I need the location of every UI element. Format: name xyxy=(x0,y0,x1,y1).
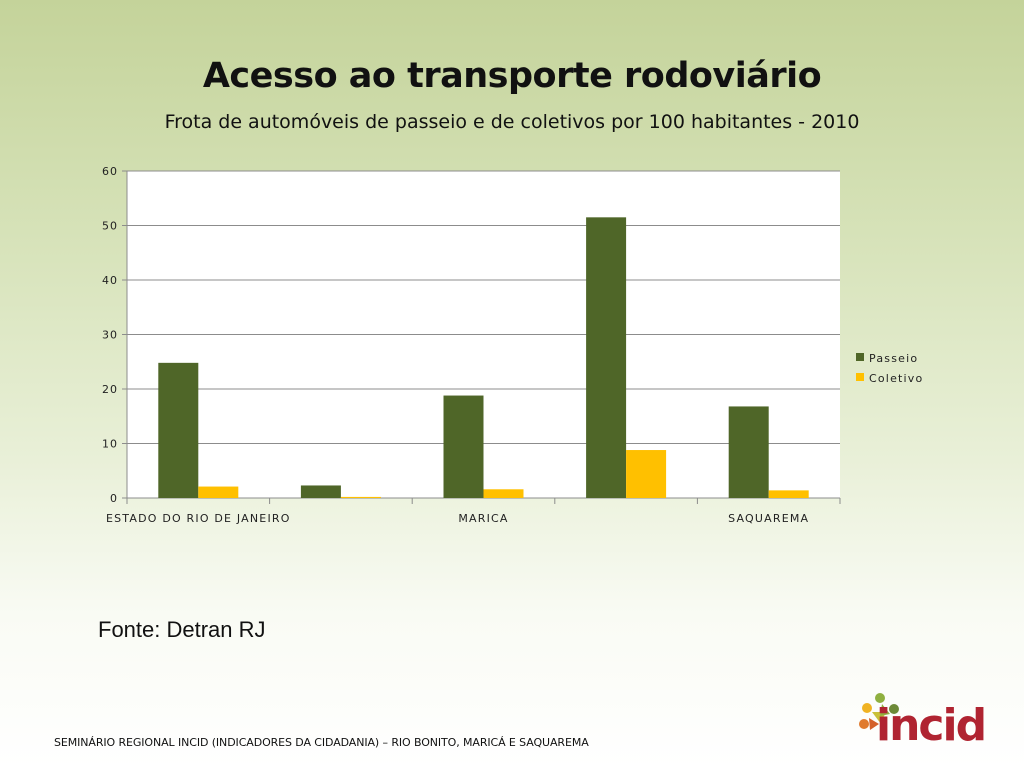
x-category-label: ESTADO DO RIO DE JANEIRO xyxy=(106,512,291,525)
bar-passeio xyxy=(586,217,627,498)
bar-chart: 0 10 20 30 40 50 60 ESTADO DO RIO DE JANEIRO MAR… xyxy=(102,165,923,525)
slide-title: Acesso ao transporte rodoviário xyxy=(202,56,822,96)
footer-text: SEMINÁRIO REGIONAL INCID (INDICADORES DA… xyxy=(54,736,589,749)
x-category-label: SAQUAREMA xyxy=(728,512,809,525)
logo-wordmark: incid xyxy=(876,700,987,751)
bar-passeio xyxy=(300,485,341,498)
legend-label-coletivo: Coletivo xyxy=(869,372,923,385)
y-tick-label: 60 xyxy=(102,165,118,178)
y-tick-label: 10 xyxy=(102,438,118,451)
bar-passeio xyxy=(158,362,199,498)
bar-passeio xyxy=(443,395,484,498)
y-tick-label: 20 xyxy=(102,383,118,396)
bar-passeio xyxy=(728,406,769,498)
legend-swatch-passeio xyxy=(856,353,864,361)
incid-logo xyxy=(859,693,899,730)
legend-label-passeio: Passeio xyxy=(869,352,918,365)
bar-coletivo xyxy=(768,490,809,498)
bar-coletivo xyxy=(340,496,381,498)
y-tick-label: 0 xyxy=(110,492,118,505)
y-tick-label: 30 xyxy=(102,329,118,342)
legend-swatch-coletivo xyxy=(856,373,864,381)
y-tick-label: 50 xyxy=(102,220,118,233)
slide-subtitle: Frota de automóveis de passeio e de cole… xyxy=(164,111,860,133)
bar-coletivo xyxy=(483,489,524,498)
x-category-label: MARICA xyxy=(458,512,508,525)
y-tick-label: 40 xyxy=(102,274,118,287)
bar-coletivo xyxy=(198,486,239,498)
source-note: Fonte: Detran RJ xyxy=(98,617,266,642)
bar-coletivo xyxy=(626,450,667,498)
